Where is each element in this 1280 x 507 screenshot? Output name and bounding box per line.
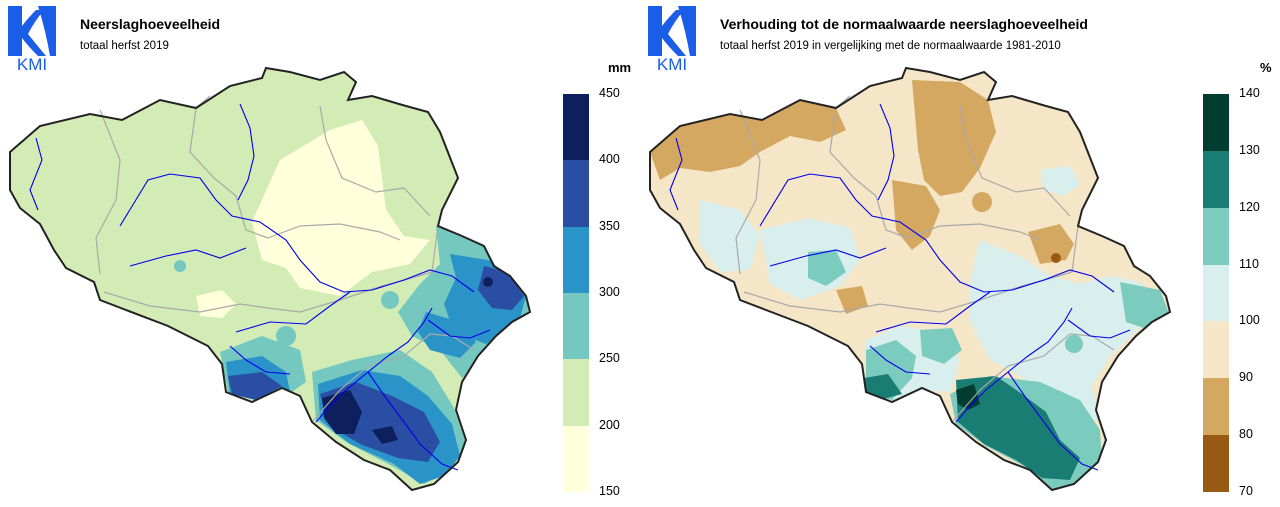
legend-tick-label: 90 <box>1239 370 1253 385</box>
belgium-precipitation-map <box>9 66 532 492</box>
precipitation-map-panel: KMI Neerslaghoeveelheid totaal herfst 20… <box>6 4 632 498</box>
legend-tick-label: 150 <box>599 484 620 498</box>
legend-color-swatch <box>563 293 589 360</box>
legend-color-swatch <box>563 94 589 161</box>
svg-text:KMI: KMI <box>657 55 687 72</box>
map-subtitle: totaal herfst 2019 <box>80 40 169 52</box>
belgium-ratio-map <box>649 66 1172 492</box>
legend-tick-label: 200 <box>599 417 620 432</box>
legend-tick-label: 110 <box>1239 256 1259 271</box>
legend-tick-label: 450 <box>599 86 620 100</box>
legend-unit: mm <box>608 60 632 75</box>
legend-tick-label: 250 <box>599 351 620 366</box>
legend-color-swatch <box>1203 150 1229 208</box>
legend-color-swatch <box>563 425 589 492</box>
legend-tick-label: 120 <box>1239 199 1260 214</box>
legend-tick-label: 350 <box>599 218 620 233</box>
legend-color-swatch <box>1203 435 1229 492</box>
kmi-logo: KMI <box>6 4 58 74</box>
legend-tick-label: 130 <box>1239 142 1260 157</box>
legend-tick-label: 70 <box>1239 484 1253 498</box>
precipitation-legend: 450 400 350 300 250 200 150 <box>563 86 620 498</box>
map-title: Neerslaghoeveelheid <box>80 16 221 32</box>
legend-color-swatch <box>1203 264 1229 322</box>
kmi-logo: KMI <box>646 4 698 74</box>
legend-color-swatch <box>563 359 589 426</box>
map-subtitle: totaal herfst 2019 in vergelijking met d… <box>720 40 1061 52</box>
legend-tick-label: 80 <box>1239 427 1253 442</box>
ratio-legend: 140 130 120 110 100 90 80 70 <box>1203 86 1260 498</box>
legend-unit: % <box>1260 60 1272 75</box>
legend-tick-label: 100 <box>1239 313 1260 328</box>
legend-color-swatch <box>1203 94 1229 151</box>
map-title: Verhouding tot de normaalwaarde neerslag… <box>720 16 1088 32</box>
legend-tick-label: 400 <box>599 152 620 167</box>
legend-color-swatch <box>1203 321 1229 379</box>
legend-color-swatch <box>1203 378 1229 436</box>
legend-color-swatch <box>563 226 589 293</box>
svg-text:KMI: KMI <box>17 55 47 72</box>
legend-color-swatch <box>563 160 589 227</box>
ratio-map-panel: KMI Verhouding tot de normaalwaarde neer… <box>640 0 1280 507</box>
legend-tick-label: 140 <box>1239 86 1260 100</box>
legend-color-swatch <box>1203 207 1229 265</box>
legend-tick-label: 300 <box>599 285 620 299</box>
